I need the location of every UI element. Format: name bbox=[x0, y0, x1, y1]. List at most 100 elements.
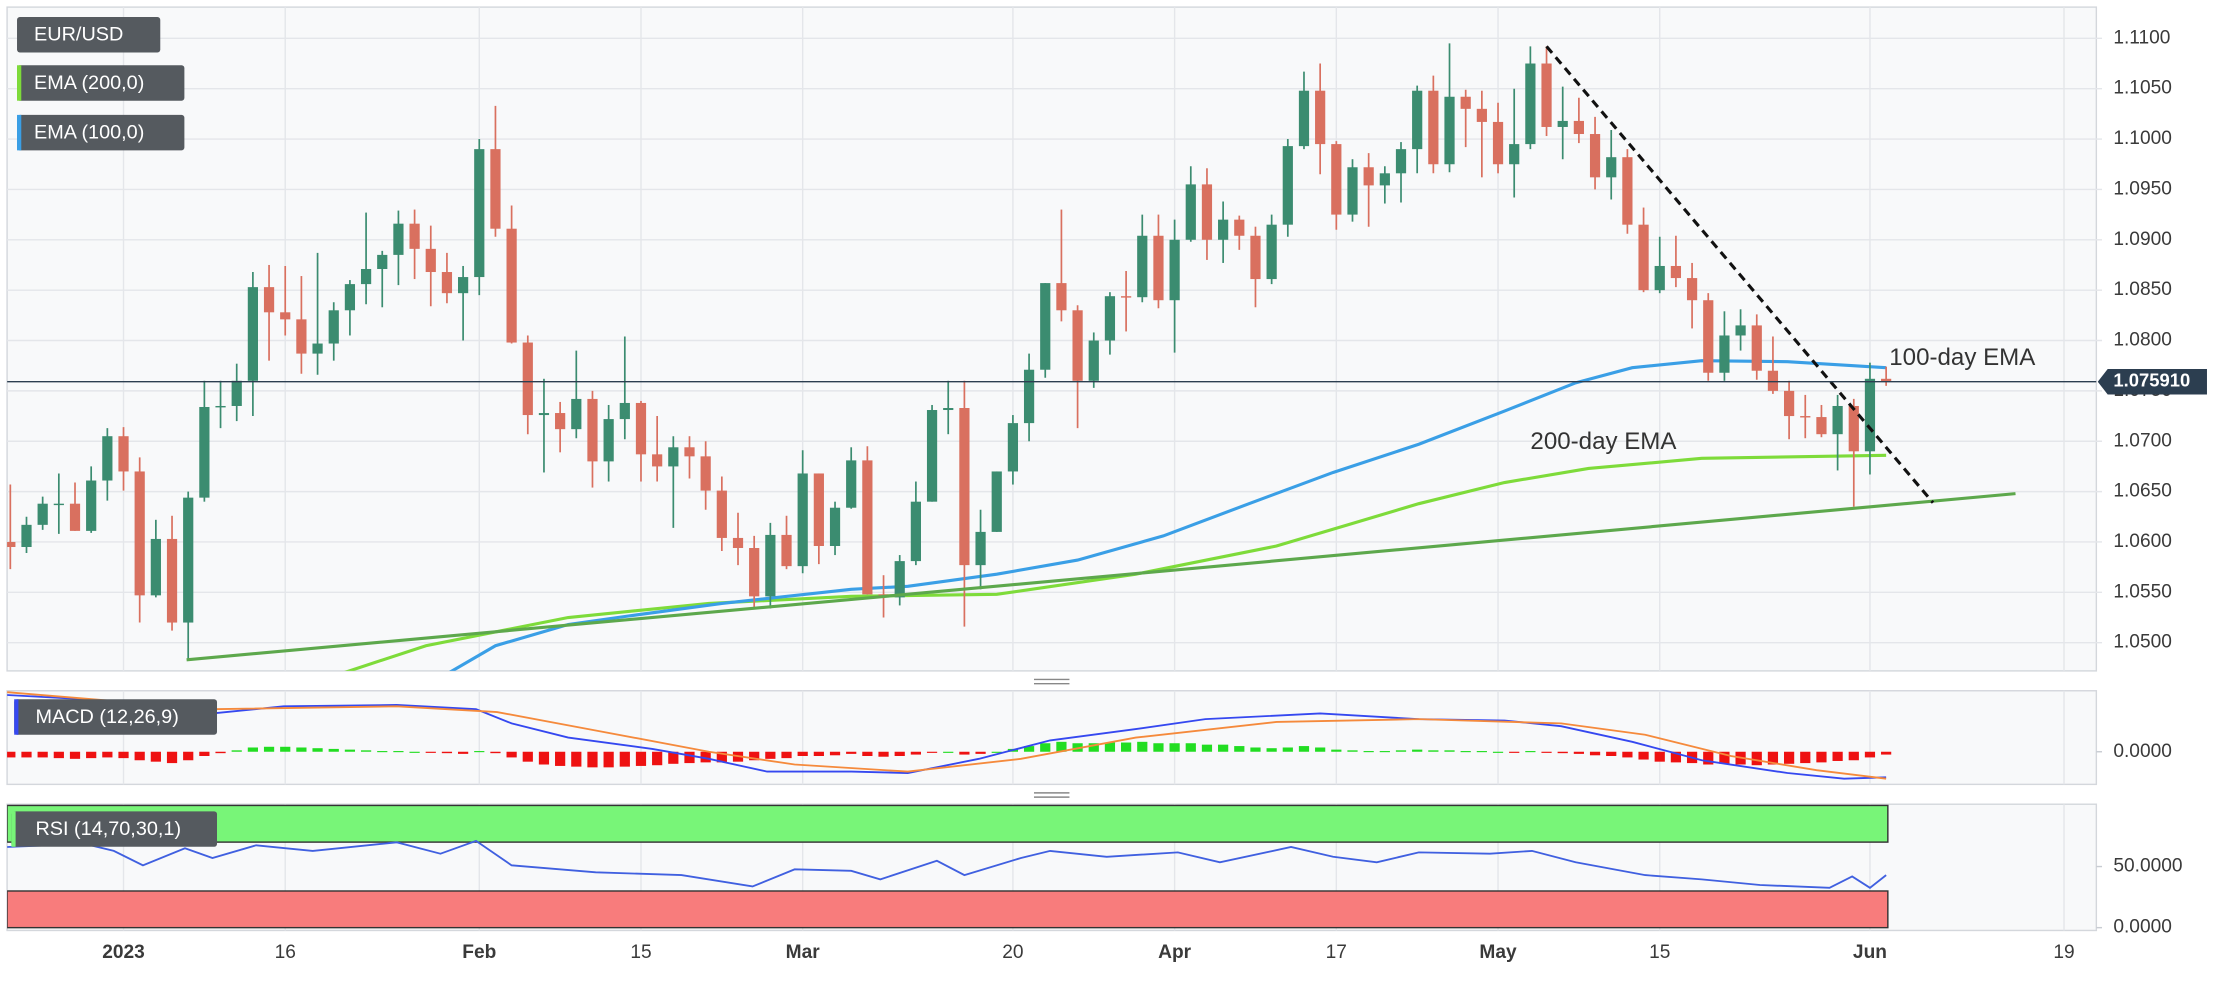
histogram-bar bbox=[1589, 751, 1601, 756]
candle-body bbox=[635, 402, 647, 455]
x-tick-label: 2023 bbox=[102, 942, 145, 963]
histogram-bar bbox=[312, 748, 323, 752]
histogram-bar bbox=[231, 750, 242, 752]
histogram-bar bbox=[1185, 743, 1196, 752]
y-tick-label: 0.0000 bbox=[2113, 741, 2172, 762]
candle-body bbox=[781, 534, 792, 567]
candle-body bbox=[910, 501, 921, 562]
candle-body bbox=[1622, 157, 1633, 225]
histogram-bar bbox=[1347, 750, 1358, 752]
candle-body bbox=[37, 503, 48, 525]
y-tick-label: 1.0850 bbox=[2113, 279, 2172, 300]
candle-body bbox=[1379, 173, 1390, 186]
y-tick-label: 1.1100 bbox=[2113, 27, 2170, 48]
y-tick-label: 1.1000 bbox=[2113, 128, 2172, 149]
histogram-bar bbox=[1622, 751, 1633, 758]
candle-body bbox=[1832, 405, 1843, 435]
y-tick-label: 1.1050 bbox=[2113, 78, 2172, 99]
histogram-bar bbox=[749, 751, 760, 761]
histogram-bar bbox=[1023, 746, 1035, 752]
histogram-bar bbox=[878, 751, 889, 757]
candle-body bbox=[1201, 184, 1213, 240]
legend-box bbox=[11, 811, 218, 847]
histogram-bar bbox=[37, 751, 48, 758]
histogram-bar bbox=[53, 751, 64, 759]
y-tick-label: 1.0800 bbox=[2113, 330, 2172, 351]
candle-body bbox=[312, 343, 323, 354]
histogram-bar bbox=[69, 751, 81, 759]
candle-body bbox=[1072, 310, 1083, 381]
candle-body bbox=[425, 248, 436, 273]
histogram-bar bbox=[1606, 751, 1617, 757]
histogram-bar bbox=[1169, 743, 1180, 752]
candle-body bbox=[1137, 235, 1148, 298]
candle-body bbox=[1848, 405, 1859, 452]
candle-body bbox=[1023, 369, 1035, 424]
histogram-bar bbox=[247, 747, 258, 752]
histogram-bar bbox=[1783, 751, 1795, 764]
candle-body bbox=[1331, 144, 1342, 215]
y-tick-label: 50.0000 bbox=[2113, 856, 2182, 877]
legend-box bbox=[17, 65, 185, 101]
histogram-bar bbox=[490, 751, 501, 754]
histogram-bar bbox=[1476, 751, 1487, 753]
candle-body bbox=[571, 398, 582, 430]
candle-body bbox=[652, 454, 663, 467]
overlay: EUR/USD EMA (200,0) EMA (100,0) MACD (12… bbox=[11, 17, 2207, 963]
candle-body bbox=[749, 548, 760, 597]
legend-swatch bbox=[17, 114, 22, 151]
histogram-bar bbox=[457, 751, 469, 754]
candle-body bbox=[102, 436, 113, 481]
chart-title: EUR/USD bbox=[34, 24, 123, 46]
candle-body bbox=[991, 471, 1002, 532]
histogram-bar bbox=[765, 751, 776, 759]
histogram-bar bbox=[619, 751, 630, 767]
histogram-bar bbox=[1573, 751, 1584, 754]
candle-body bbox=[926, 410, 938, 502]
price-pane bbox=[6, 6, 2098, 672]
histogram-bar bbox=[716, 751, 727, 763]
candle-body bbox=[1250, 235, 1261, 280]
pane-handle[interactable] bbox=[1033, 792, 1070, 798]
histogram-bar bbox=[1541, 751, 1552, 753]
histogram-bar bbox=[1492, 751, 1504, 753]
candle-body bbox=[360, 268, 372, 285]
price-tag-label: 1.075910 bbox=[2113, 370, 2190, 391]
candle-body bbox=[1315, 90, 1326, 145]
candle-body bbox=[1703, 300, 1714, 373]
candle-body bbox=[959, 407, 970, 566]
histogram-bar bbox=[1703, 751, 1714, 765]
histogram-bar bbox=[1816, 751, 1827, 763]
macd-pane bbox=[6, 690, 2098, 786]
candle-body bbox=[344, 284, 356, 311]
candle-body bbox=[409, 223, 420, 249]
legend-swatch bbox=[11, 811, 16, 847]
histogram-bar bbox=[1234, 746, 1245, 752]
line bbox=[1545, 45, 1935, 504]
candle-body bbox=[1088, 340, 1099, 381]
price-plot bbox=[7, 43, 2097, 671]
histogram-bar bbox=[474, 751, 485, 753]
pane-handle[interactable] bbox=[1033, 678, 1070, 685]
candle-body bbox=[1735, 325, 1746, 336]
histogram-bar bbox=[1137, 741, 1148, 752]
candle-body bbox=[1573, 120, 1584, 135]
candle-body bbox=[813, 473, 824, 546]
macd-title: MACD (12,26,9) bbox=[35, 706, 178, 728]
candle-body bbox=[1347, 167, 1358, 215]
histogram-bar bbox=[409, 751, 420, 753]
line bbox=[7, 694, 1887, 780]
histogram-bar bbox=[1428, 750, 1439, 752]
annotation: 200-day EMA bbox=[1530, 428, 1677, 455]
histogram-bar bbox=[1104, 742, 1116, 752]
histogram-bar bbox=[1040, 743, 1051, 752]
histogram-bar bbox=[862, 751, 873, 757]
candle-body bbox=[1557, 120, 1568, 127]
histogram-bar bbox=[1331, 749, 1342, 752]
histogram-bar bbox=[1654, 751, 1665, 762]
histogram-bar bbox=[296, 747, 307, 752]
candle-body bbox=[668, 447, 679, 467]
candle-body bbox=[377, 254, 388, 269]
candle-body bbox=[1783, 390, 1795, 417]
legend-label: EMA (100,0) bbox=[34, 122, 144, 144]
